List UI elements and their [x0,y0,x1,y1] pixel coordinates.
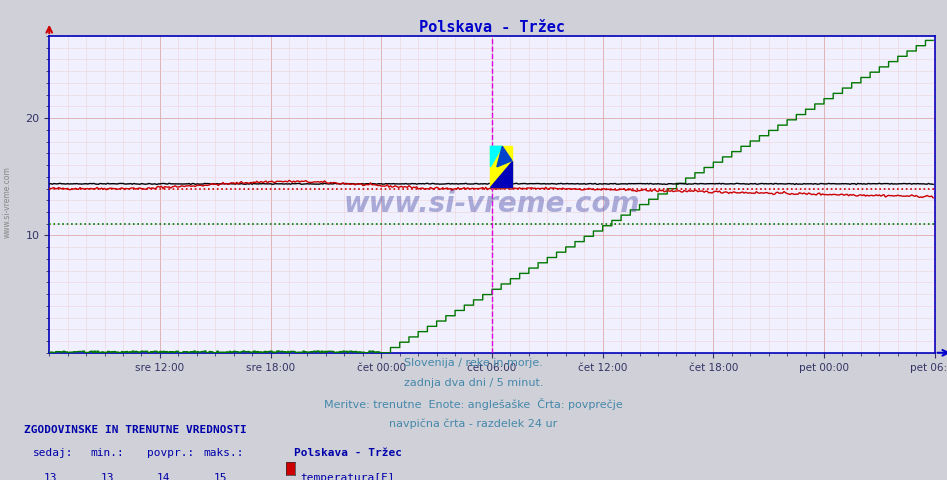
Polygon shape [491,146,502,167]
Text: zadnja dva dni / 5 minut.: zadnja dva dni / 5 minut. [403,378,544,388]
Text: www.si-vreme.com: www.si-vreme.com [3,166,12,238]
Text: 15: 15 [214,473,227,480]
Text: Slovenija / reke in morje.: Slovenija / reke in morje. [404,358,543,368]
Title: Polskava - Tržec: Polskava - Tržec [419,20,565,35]
Text: ZGODOVINSKE IN TRENUTNE VREDNOSTI: ZGODOVINSKE IN TRENUTNE VREDNOSTI [24,425,246,435]
Polygon shape [491,161,512,187]
Polygon shape [497,146,512,167]
Text: povpr.:: povpr.: [147,448,194,458]
Text: navpična črta - razdelek 24 ur: navpična črta - razdelek 24 ur [389,418,558,429]
Text: temperatura[F]: temperatura[F] [300,473,395,480]
Text: 14: 14 [157,473,170,480]
Text: www.si-vreme.com: www.si-vreme.com [344,190,640,218]
Text: sedaj:: sedaj: [33,448,74,458]
Text: Polskava - Tržec: Polskava - Tržec [294,448,402,458]
Text: 13: 13 [44,473,57,480]
Text: 13: 13 [100,473,114,480]
Text: Meritve: trenutne  Enote: anglešaške  Črta: povprečje: Meritve: trenutne Enote: anglešaške Črta… [324,398,623,410]
Text: min.:: min.: [90,448,124,458]
Bar [491,146,512,187]
Text: maks.:: maks.: [204,448,244,458]
